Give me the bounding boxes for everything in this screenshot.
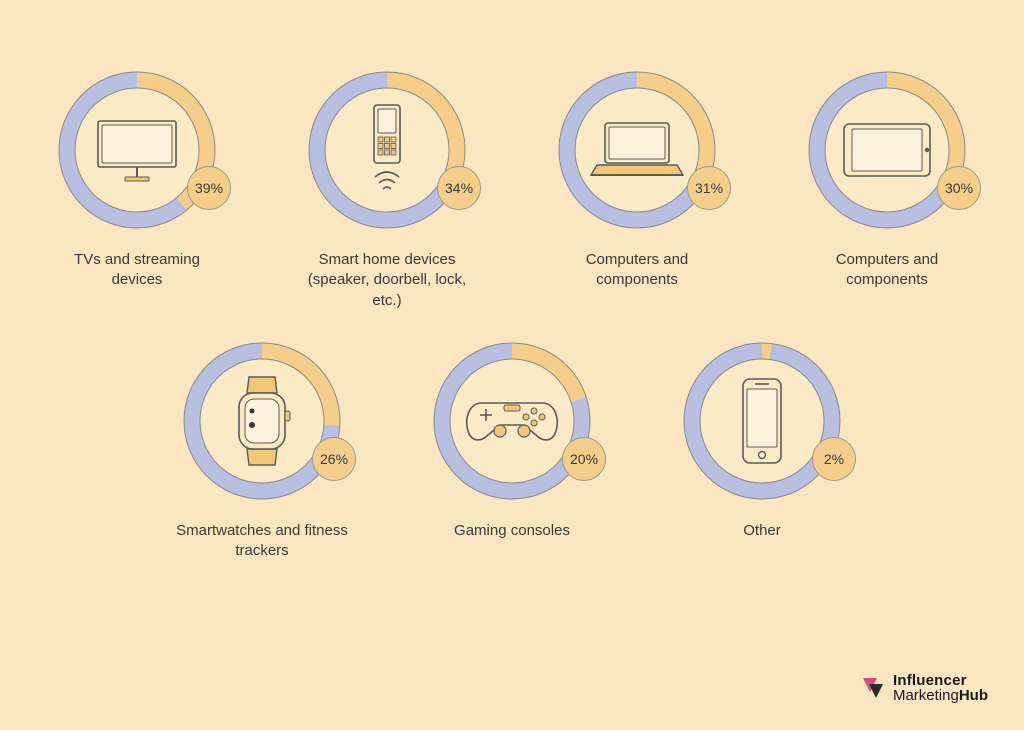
percent-badge: 30% <box>937 166 981 210</box>
percent-badge: 31% <box>687 166 731 210</box>
donut-smarthome: 34% <box>307 70 467 230</box>
percent-badge: 34% <box>437 166 481 210</box>
category-computer2: 30% Computers and components <box>797 70 977 311</box>
percent-badge: 39% <box>187 166 231 210</box>
percent-badge: 2% <box>812 437 856 481</box>
category-gaming: 20% Gaming consoles <box>422 341 602 562</box>
category-label: Gaming consoles <box>454 521 570 541</box>
percent-value: 39 <box>195 180 211 196</box>
logo-mark-icon <box>859 674 887 702</box>
category-tv: 39% TVs and streaming devices <box>47 70 227 311</box>
percent-value: 30 <box>945 180 961 196</box>
donut-other: 2% <box>682 341 842 501</box>
row-bottom: 26% Smartwatches and fitness trackers 20… <box>172 341 852 562</box>
category-smarthome: 34% Smart home devices (speaker, doorbel… <box>297 70 477 311</box>
donut-gaming: 20% <box>432 341 592 501</box>
row-top: 39% TVs and streaming devices 34% <box>47 70 977 311</box>
category-computer1: 31% Computers and components <box>547 70 727 311</box>
category-label: Other <box>743 521 781 541</box>
percent-value: 31 <box>695 180 711 196</box>
logo-line2: MarketingHub <box>893 688 988 704</box>
donut-tv: 39% <box>57 70 217 230</box>
infographic-grid: 39% TVs and streaming devices 34% <box>0 0 1024 591</box>
category-watch: 26% Smartwatches and fitness trackers <box>172 341 352 562</box>
donut-computer1: 31% <box>557 70 717 230</box>
percent-value: 26 <box>320 451 336 467</box>
brand-logo: Influencer MarketingHub <box>859 673 988 705</box>
gamepad-icon <box>462 371 562 471</box>
percent-value: 34 <box>445 180 461 196</box>
smarthome-icon <box>337 100 437 200</box>
logo-text: Influencer MarketingHub <box>893 673 988 705</box>
category-label: Computers and components <box>797 250 977 291</box>
percent-badge: 26% <box>312 437 356 481</box>
watch-icon <box>212 371 312 471</box>
percent-value: 20 <box>570 451 586 467</box>
tablet-icon <box>837 100 937 200</box>
logo-line1: Influencer <box>893 673 988 689</box>
category-label: TVs and streaming devices <box>47 250 227 291</box>
percent-value: 2 <box>824 451 832 467</box>
donut-watch: 26% <box>182 341 342 501</box>
category-label: Smart home devices (speaker, doorbell, l… <box>297 250 477 311</box>
laptop-icon <box>587 100 687 200</box>
tv-icon <box>87 100 187 200</box>
percent-badge: 20% <box>562 437 606 481</box>
donut-computer2: 30% <box>807 70 967 230</box>
category-label: Computers and components <box>547 250 727 291</box>
category-other: 2% Other <box>672 341 852 562</box>
category-label: Smartwatches and fitness trackers <box>172 521 352 562</box>
phone-icon <box>712 371 812 471</box>
